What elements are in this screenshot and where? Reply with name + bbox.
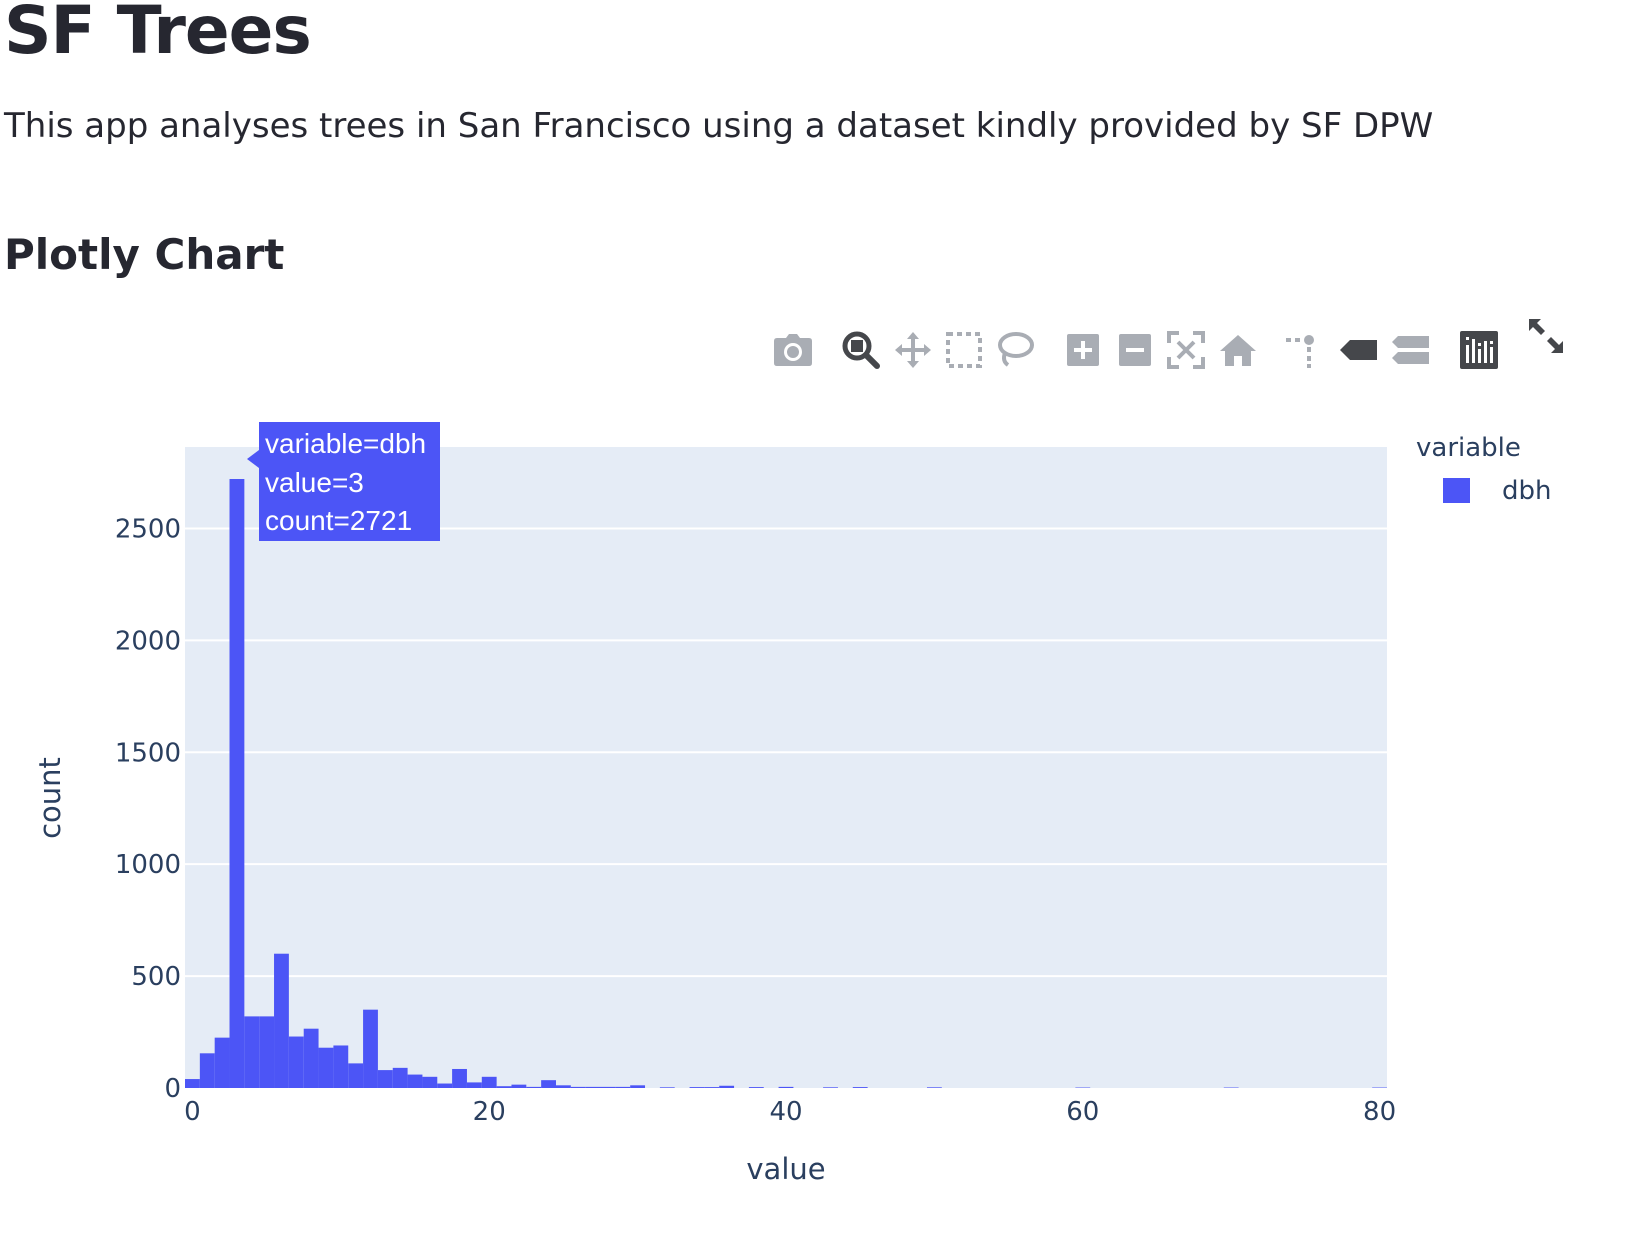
autoscale-icon[interactable] (1163, 326, 1209, 374)
histogram-bar[interactable] (214, 1037, 230, 1088)
hover-compare-icon[interactable] (1388, 326, 1434, 374)
zoom-out-icon[interactable] (1112, 326, 1158, 374)
histogram-bar[interactable] (704, 1087, 720, 1088)
histogram-bar[interactable] (719, 1085, 735, 1088)
histogram-bar[interactable] (926, 1087, 942, 1088)
histogram-bar[interactable] (259, 1016, 275, 1088)
histogram-bar[interactable] (199, 1053, 215, 1088)
histogram-chart[interactable]: 0 500 1000 1500 2000 2500 0 20 40 60 80 value cou… (0, 400, 1650, 1245)
hover-closest-icon[interactable] (1336, 326, 1382, 374)
histogram-bar[interactable] (585, 1086, 601, 1088)
y-tick-label: 0 (164, 1074, 181, 1104)
y-tick-label: 2500 (115, 514, 181, 544)
reset-axes-icon[interactable] (1215, 326, 1261, 374)
hover-tooltip-box (247, 422, 440, 541)
histogram-bar[interactable] (437, 1083, 453, 1088)
legend-item-dbh[interactable]: dbh (1502, 476, 1552, 506)
hover-line-value: value=3 (265, 467, 364, 498)
legend: variable dbh (1416, 433, 1552, 506)
hover-tooltip: variable=dbh value=3 count=2721 (247, 422, 440, 541)
histogram-bar[interactable] (778, 1086, 794, 1088)
y-tick-label: 500 (131, 962, 181, 992)
y-axis-ticks: 0 500 1000 1500 2000 2500 (115, 514, 181, 1104)
histogram-bar[interactable] (748, 1087, 764, 1088)
histogram-svg[interactable]: 0 500 1000 1500 2000 2500 0 20 40 60 80 value cou… (0, 400, 1650, 1245)
y-tick-label: 1500 (115, 738, 181, 768)
histogram-bar[interactable] (422, 1076, 438, 1088)
histogram-bar[interactable] (452, 1068, 467, 1088)
histogram-bar[interactable] (303, 1028, 319, 1088)
histogram-bar[interactable] (481, 1076, 497, 1088)
histogram-bar[interactable] (600, 1086, 616, 1088)
pan-icon[interactable] (890, 326, 936, 374)
zoom-icon[interactable] (838, 326, 884, 374)
plot-area-background (185, 447, 1387, 1088)
histogram-bar[interactable] (333, 1045, 349, 1088)
histogram-bar[interactable] (630, 1085, 646, 1088)
histogram-bar[interactable] (570, 1086, 586, 1088)
app-description: This app analyses trees in San Francisco… (4, 106, 1434, 146)
histogram-bar[interactable] (659, 1087, 675, 1088)
histogram-bar[interactable] (466, 1082, 482, 1088)
x-tick-label: 80 (1363, 1097, 1396, 1127)
x-tick-label: 40 (769, 1097, 802, 1127)
section-title: Plotly Chart (4, 230, 285, 279)
histogram-bar[interactable] (229, 479, 245, 1088)
histogram-bar[interactable] (526, 1086, 542, 1088)
box-select-icon[interactable] (941, 326, 987, 374)
histogram-bar[interactable] (318, 1047, 334, 1088)
x-axis-ticks: 0 20 40 60 80 (184, 1097, 1396, 1127)
camera-icon[interactable] (770, 326, 816, 374)
histogram-bar[interactable] (852, 1087, 868, 1088)
zoom-in-icon[interactable] (1060, 326, 1106, 374)
y-tick-label: 2000 (115, 626, 181, 656)
histogram-bar[interactable] (377, 1070, 393, 1088)
legend-swatch-dbh[interactable] (1443, 478, 1470, 503)
histogram-bar[interactable] (363, 1009, 378, 1088)
y-axis-title: count (33, 757, 67, 839)
histogram-bar[interactable] (244, 1016, 260, 1088)
app-title: SF Trees (4, 0, 312, 69)
bar-series-dbh[interactable] (185, 479, 1387, 1088)
histogram-bar[interactable] (511, 1084, 527, 1088)
histogram-bar[interactable] (823, 1087, 838, 1088)
histogram-bar[interactable] (392, 1067, 408, 1088)
fullscreen-icon[interactable] (1523, 312, 1569, 360)
hover-line-variable: variable=dbh (265, 428, 426, 459)
histogram-bar[interactable] (555, 1085, 571, 1088)
histogram-bar[interactable] (407, 1074, 423, 1088)
x-tick-label: 0 (184, 1097, 201, 1127)
hover-line-count: count=2721 (265, 505, 412, 536)
histogram-bar[interactable] (185, 1079, 200, 1088)
histogram-bar[interactable] (541, 1080, 556, 1088)
x-tick-label: 60 (1066, 1097, 1099, 1127)
histogram-bar[interactable] (348, 1063, 364, 1088)
legend-title: variable (1416, 433, 1521, 463)
y-tick-label: 1000 (115, 850, 181, 880)
histogram-bar[interactable] (496, 1086, 512, 1088)
histogram-bar[interactable] (615, 1086, 631, 1088)
plotly-modebar (774, 319, 1650, 380)
spike-lines-icon[interactable] (1280, 326, 1326, 374)
x-tick-label: 20 (473, 1097, 506, 1127)
histogram-bar[interactable] (689, 1087, 705, 1088)
histogram-bar[interactable] (288, 1036, 304, 1088)
histogram-bar[interactable] (274, 953, 289, 1088)
lasso-select-icon[interactable] (992, 326, 1038, 374)
plotly-logo-icon[interactable] (1456, 326, 1502, 374)
x-axis-title: value (746, 1152, 825, 1186)
